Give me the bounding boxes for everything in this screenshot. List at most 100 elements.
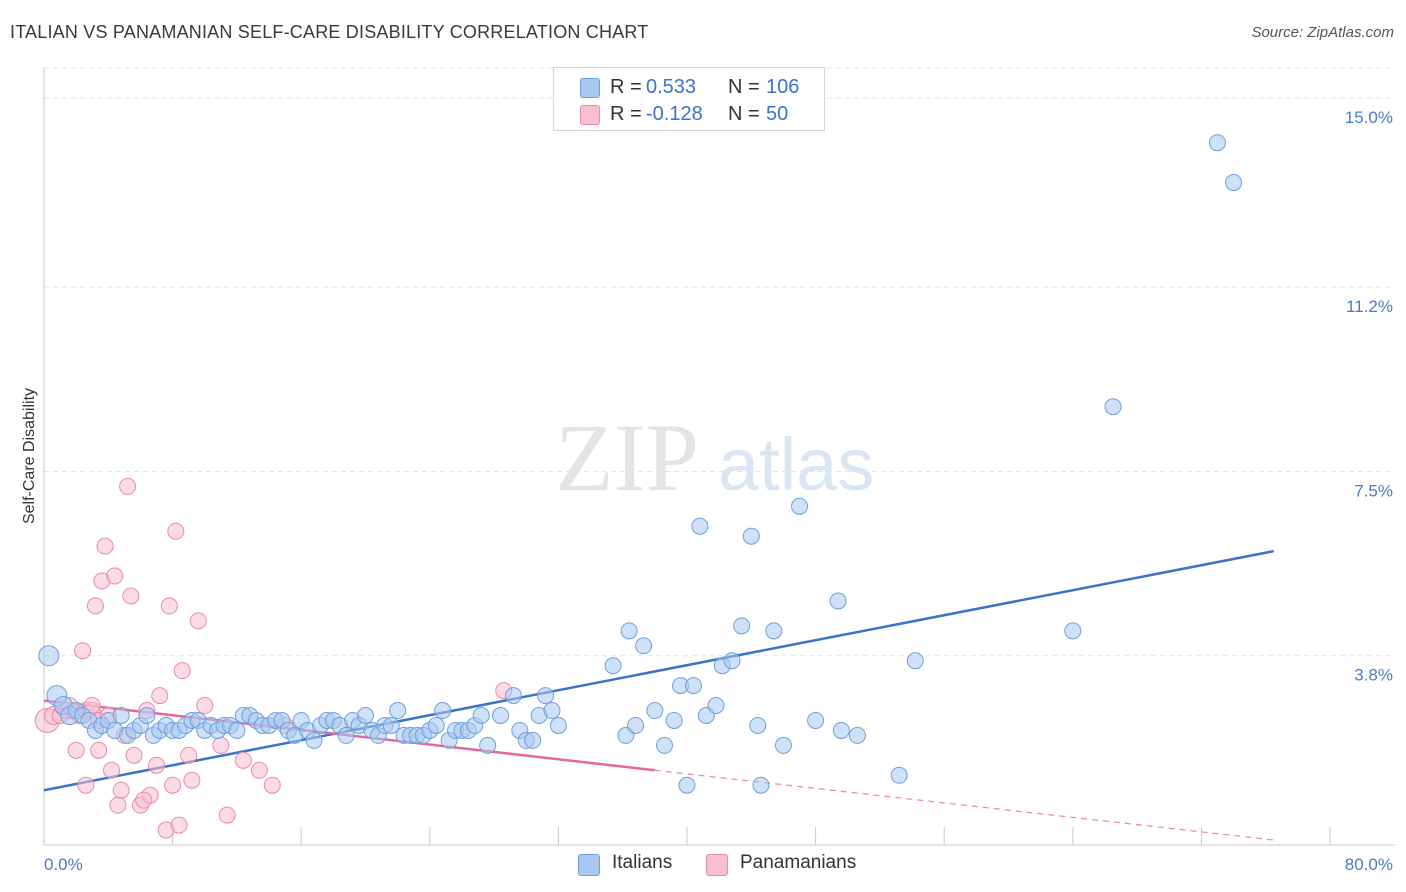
legend-r-label: R =: [610, 103, 642, 125]
italians-point: [543, 702, 561, 720]
italians-point: [906, 652, 924, 670]
panamanians-point: [189, 612, 207, 630]
panamanians-point: [122, 587, 140, 605]
grid-lines: [44, 67, 1395, 845]
panamanians-point: [86, 597, 104, 615]
panamanians-trend-extension: [654, 769, 1274, 841]
italians-point: [389, 702, 407, 720]
italians-point: [1208, 134, 1226, 152]
panamanians-point: [167, 522, 185, 540]
source-credit: Source: ZipAtlas.com: [1251, 24, 1394, 41]
italians-point: [765, 622, 783, 640]
panamanians-point: [263, 776, 281, 794]
italians-point: [434, 702, 452, 720]
panamanians-point: [212, 736, 230, 754]
italians-point: [733, 617, 751, 635]
panamanians-point: [196, 697, 214, 715]
italians-point: [427, 716, 445, 734]
legend-r-label: R =: [610, 76, 642, 98]
italians-point: [749, 716, 767, 734]
italians-point: [791, 497, 809, 515]
italians-point: [829, 592, 847, 610]
legend-n-value: 50: [766, 103, 789, 125]
italians-point: [479, 736, 497, 754]
panamanians-point: [183, 771, 201, 789]
x-tick-label: 80.0%: [1345, 855, 1393, 874]
correlation-legend: R = 0.533 N = 106 R = -0.128 N = 50: [553, 67, 825, 131]
panamanians-point: [160, 597, 178, 615]
italians-point: [1104, 398, 1122, 416]
panamanians-point: [151, 687, 169, 705]
panamanians-point: [250, 761, 268, 779]
panamanians-point: [67, 741, 85, 759]
legend-n-label: N =: [728, 103, 760, 125]
trend-lines: [43, 549, 1274, 841]
legend-n-label: N =: [728, 76, 760, 98]
panamanians-legend-label: Panamanians: [740, 852, 857, 873]
legend-row-panamanians: R = -0.128 N = 50: [554, 101, 824, 127]
italians-point: [537, 687, 555, 705]
italians-point: [742, 527, 760, 545]
italians-legend-label: Italians: [612, 852, 673, 873]
panamanians-legend-swatch: [706, 854, 728, 876]
italians-point: [620, 622, 638, 640]
panamanians-point: [170, 816, 188, 834]
panamanians-swatch: [580, 105, 600, 125]
panamanians-point: [96, 537, 114, 555]
italians-point: [832, 721, 850, 739]
italians-point: [890, 766, 908, 784]
y-axis-label: Self-Care Disability: [21, 388, 38, 524]
italians-trend-line: [43, 549, 1274, 792]
italians-point: [678, 776, 696, 794]
panamanians-point: [234, 751, 252, 769]
panamanians-point: [112, 781, 130, 799]
x-tick-label: 0.0%: [44, 855, 83, 874]
data-points: [34, 134, 1243, 839]
italians-point: [807, 711, 825, 729]
italians-point: [228, 721, 246, 739]
y-tick-label: 7.5%: [1354, 481, 1393, 500]
italians-point: [627, 716, 645, 734]
italians-point: [691, 517, 709, 535]
italians-point: [1225, 174, 1243, 192]
italians-point: [707, 697, 725, 715]
italians-point: [646, 702, 664, 720]
italians-point: [357, 707, 374, 724]
italians-point: [1064, 622, 1082, 640]
panamanians-point: [148, 756, 166, 774]
italians-point: [504, 687, 522, 705]
panamanians-point: [90, 741, 108, 759]
italians-point: [752, 776, 770, 794]
italians-point: [38, 645, 60, 667]
panamanians-point: [74, 642, 92, 660]
italians-point: [655, 736, 673, 754]
watermark: ZIP atlas: [555, 404, 874, 511]
panamanians-point: [218, 806, 236, 824]
y-tick-label: 15.0%: [1345, 108, 1393, 127]
chart-title: ITALIAN VS PANAMANIAN SELF-CARE DISABILI…: [10, 22, 649, 42]
watermark-atlas: atlas: [718, 423, 874, 506]
italians-swatch: [580, 78, 600, 98]
y-tick-label: 11.2%: [1346, 297, 1393, 316]
italians-point: [472, 707, 490, 724]
italians-point: [684, 677, 702, 695]
watermark-zip: ZIP: [555, 404, 699, 511]
italians-legend-swatch: [578, 854, 600, 876]
italians-point: [665, 711, 683, 729]
italians-point: [723, 652, 741, 670]
italians-point: [635, 637, 653, 655]
panamanians-point: [173, 662, 191, 680]
legend-r-value: -0.128: [646, 103, 703, 125]
panamanians-point: [119, 477, 137, 495]
panamanians-point: [135, 791, 153, 809]
italians-point: [138, 707, 156, 724]
legend-row-italians: R = 0.533 N = 106: [554, 74, 824, 100]
legend-n-value: 106: [766, 76, 800, 98]
italians-point: [492, 707, 510, 724]
panamanians-point: [180, 746, 198, 764]
italians-point: [337, 726, 355, 744]
y-tick-label: 3.8%: [1354, 666, 1393, 685]
panamanians-point: [109, 796, 127, 814]
italians-point: [549, 716, 567, 734]
